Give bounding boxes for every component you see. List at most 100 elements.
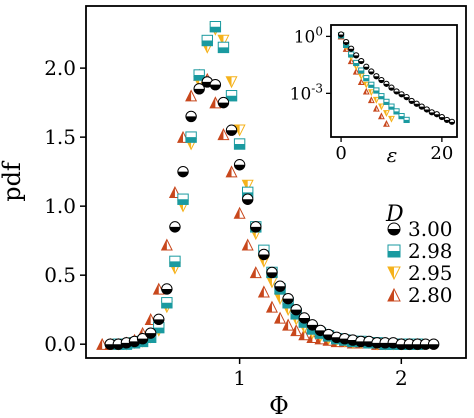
inset-point-2.98 bbox=[368, 81, 375, 88]
data-point-3.00 bbox=[274, 280, 286, 292]
data-point-3.00 bbox=[169, 221, 181, 233]
data-point-3.00 bbox=[242, 193, 254, 205]
inset-point-3.00 bbox=[363, 63, 370, 70]
inset-point-3.00 bbox=[343, 38, 350, 46]
main-data-points bbox=[96, 21, 440, 351]
data-point-2.98 bbox=[201, 34, 213, 47]
inset-point-3.00 bbox=[428, 109, 435, 116]
inset-point-2.98 bbox=[353, 59, 360, 67]
inset-point-2.98 bbox=[388, 103, 395, 110]
data-point-3.00 bbox=[306, 319, 319, 331]
data-point-3.00 bbox=[217, 96, 230, 109]
data-point-2.80 bbox=[249, 266, 262, 279]
data-point-2.98 bbox=[169, 255, 181, 268]
data-point-2.95 bbox=[217, 34, 230, 47]
data-point-3.00 bbox=[282, 292, 294, 305]
inset-point-2.95 bbox=[377, 103, 385, 111]
inset-point-2.95 bbox=[388, 115, 395, 123]
main-plot-frame bbox=[85, 5, 467, 359]
inset-x-axis-label: ε bbox=[387, 143, 398, 167]
data-point-2.80 bbox=[185, 89, 198, 102]
data-point-3.00 bbox=[153, 313, 165, 326]
inset-x-tick-label: 20 bbox=[430, 143, 453, 164]
inset-data-points bbox=[337, 31, 456, 127]
data-point-3.00 bbox=[185, 110, 197, 123]
legend-label: 2.98 bbox=[408, 239, 453, 263]
x-axis-label: Φ bbox=[269, 392, 289, 418]
data-point-3.00 bbox=[209, 78, 222, 91]
inset-point-2.98 bbox=[403, 116, 410, 124]
data-point-2.98 bbox=[233, 138, 246, 150]
data-point-3.00 bbox=[193, 83, 205, 95]
inset-point-2.95 bbox=[362, 81, 370, 89]
data-point-2.98 bbox=[177, 193, 189, 205]
data-point-2.80 bbox=[290, 324, 303, 337]
inset-point-3.00 bbox=[383, 80, 390, 87]
inset-point-3.00 bbox=[438, 113, 445, 121]
legend-label: 3.00 bbox=[408, 217, 453, 241]
legend-label: 2.95 bbox=[408, 261, 453, 285]
data-point-2.98 bbox=[161, 297, 173, 309]
y-tick-label: 2.0 bbox=[44, 56, 76, 80]
inset-point-2.98 bbox=[348, 51, 355, 58]
data-point-3.00 bbox=[355, 335, 367, 348]
data-point-2.98 bbox=[225, 90, 238, 102]
inset-y-tick-label: 100 bbox=[294, 24, 323, 47]
data-point-2.98 bbox=[185, 131, 197, 143]
data-point-3.00 bbox=[403, 338, 416, 350]
inset-point-2.98 bbox=[358, 67, 365, 74]
inset-point-2.80 bbox=[352, 67, 360, 75]
y-tick-label: 1.0 bbox=[44, 194, 76, 218]
inset-point-2.98 bbox=[378, 93, 385, 100]
inset-point-2.80 bbox=[383, 119, 390, 127]
data-point-3.00 bbox=[144, 327, 157, 339]
data-point-3.00 bbox=[136, 332, 149, 345]
inset-point-2.95 bbox=[367, 89, 375, 97]
inset-point-3.00 bbox=[448, 118, 456, 125]
inset-point-3.00 bbox=[413, 100, 420, 107]
data-point-2.98 bbox=[217, 41, 230, 54]
legend-marker-2.98 bbox=[387, 244, 401, 258]
data-point-2.80 bbox=[225, 165, 238, 178]
inset-chart: 0 20 100 10-3 ε bbox=[290, 24, 458, 167]
inset-point-3.00 bbox=[408, 97, 415, 105]
main-axis-ticks: 0.0 0.5 1.0 1.5 2.0 1 2 bbox=[44, 56, 407, 390]
data-point-2.95 bbox=[241, 179, 254, 192]
inset-point-2.80 bbox=[377, 112, 385, 120]
inset-point-2.80 bbox=[347, 57, 355, 65]
inset-point-2.98 bbox=[373, 87, 380, 94]
data-point-2.80 bbox=[217, 128, 230, 141]
legend-label: 2.80 bbox=[408, 283, 453, 307]
inset-y-tick-label: 10-3 bbox=[290, 81, 323, 104]
legend-marker-2.95 bbox=[387, 266, 401, 281]
data-point-3.00 bbox=[250, 221, 262, 233]
inset-point-3.00 bbox=[373, 73, 380, 80]
inset-point-3.00 bbox=[443, 116, 451, 124]
data-point-3.00 bbox=[427, 338, 440, 350]
data-point-3.00 bbox=[266, 266, 278, 279]
data-point-3.00 bbox=[177, 165, 189, 178]
y-tick-label: 1.5 bbox=[44, 125, 76, 149]
inset-point-2.80 bbox=[357, 78, 365, 86]
inset-point-3.00 bbox=[337, 31, 345, 38]
inset-point-2.80 bbox=[362, 87, 370, 95]
data-point-2.80 bbox=[257, 285, 270, 298]
data-point-2.95 bbox=[225, 76, 238, 89]
data-point-3.00 bbox=[233, 159, 246, 171]
x-tick-label: 1 bbox=[233, 366, 246, 390]
inset-point-3.00 bbox=[398, 91, 405, 98]
inset-point-2.98 bbox=[398, 113, 405, 120]
data-point-3.00 bbox=[161, 283, 173, 295]
y-tick-label: 0.5 bbox=[44, 263, 76, 287]
inset-plot-frame bbox=[330, 24, 458, 138]
inset-point-2.98 bbox=[383, 98, 390, 105]
inset-point-2.98 bbox=[363, 75, 370, 82]
inset-point-2.95 bbox=[372, 96, 380, 104]
inset-point-3.00 bbox=[358, 57, 365, 65]
legend: D 3.002.982.952.80 bbox=[385, 202, 453, 307]
data-point-3.00 bbox=[290, 303, 302, 316]
legend-marker-2.80 bbox=[387, 287, 401, 302]
data-point-3.00 bbox=[225, 124, 238, 136]
inset-point-3.00 bbox=[433, 111, 440, 118]
